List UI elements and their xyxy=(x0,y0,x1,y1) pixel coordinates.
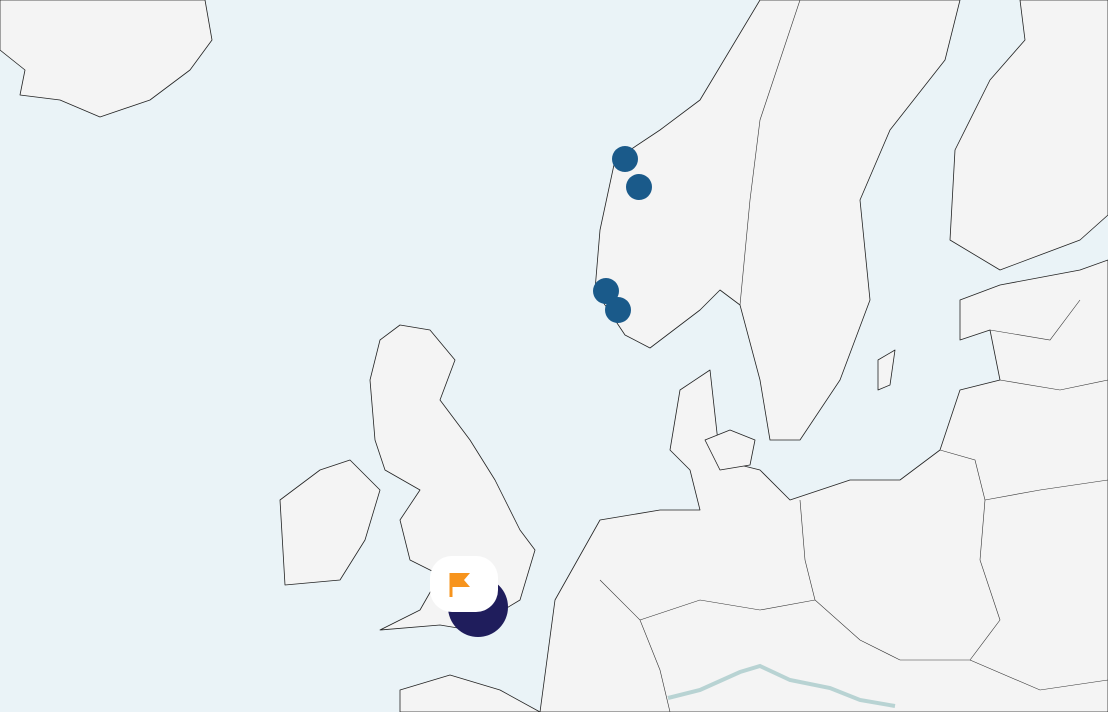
border xyxy=(999,379,1108,391)
markers xyxy=(430,146,652,637)
border xyxy=(984,479,1108,501)
border xyxy=(599,579,671,712)
location-marker[interactable] xyxy=(605,297,631,323)
denmark-island xyxy=(704,429,756,471)
borders xyxy=(599,0,1108,712)
ireland xyxy=(279,459,381,586)
flag-icon xyxy=(449,573,470,597)
location-marker[interactable] xyxy=(612,146,638,172)
river xyxy=(667,663,896,708)
border xyxy=(739,0,801,306)
continent xyxy=(539,259,1108,712)
location-marker[interactable] xyxy=(626,174,652,200)
brittany xyxy=(399,674,541,712)
finland xyxy=(949,0,1108,271)
border xyxy=(969,659,1108,691)
location-marker[interactable] xyxy=(593,278,619,304)
great-britain xyxy=(369,324,536,631)
border xyxy=(639,599,816,621)
iceland xyxy=(0,0,213,118)
border xyxy=(989,299,1081,341)
gotland xyxy=(877,349,896,391)
